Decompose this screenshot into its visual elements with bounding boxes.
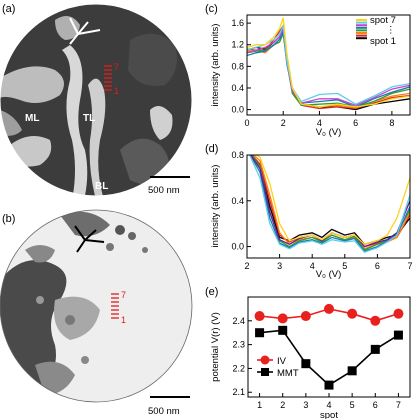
y-tick-label: 0.4 [231, 83, 244, 93]
data-point-MMT-3 [301, 359, 311, 369]
panel-a: 7 1 ML TL BL (a) 500 nm [0, 3, 193, 197]
legend-label-top: spot 7 [370, 15, 396, 26]
x-tick-label: 6 [373, 400, 378, 410]
spot-label-bottom: 1 [114, 86, 119, 96]
scale-label-a: 500 nm [148, 185, 180, 196]
x-tick-label: 1 [257, 400, 262, 410]
panel-letter: (d) [205, 143, 218, 155]
data-point-IV-3 [300, 311, 311, 322]
arrows-icon [74, 225, 105, 253]
legend-label-MMT: MMT [277, 368, 299, 379]
panel-letter-a: (a) [2, 3, 15, 15]
x-tick-label: 2 [281, 118, 286, 128]
region-label-tl: TL [83, 113, 95, 124]
y-axis-label: intensity (arb. units) [210, 165, 221, 248]
plot-frame [246, 14, 411, 116]
y-tick-label: 0.8 [231, 150, 244, 160]
panel-b: 7 1 (b) 500 nm [0, 209, 193, 417]
x-tick-label: 5 [342, 261, 347, 271]
x-tick-label: 8 [389, 118, 394, 128]
x-tick-label: 0 [244, 118, 249, 128]
data-point-MMT-2 [278, 325, 288, 335]
scale-label-b: 500 nm [148, 406, 180, 417]
spot-label-top: 7 [121, 290, 126, 300]
data-point-MMT-7 [393, 330, 403, 340]
arrows-icon [69, 17, 101, 45]
x-tick-label: 2 [280, 400, 285, 410]
data-point-IV-6 [370, 315, 381, 326]
y-tick-label: 0.4 [231, 196, 244, 206]
y-axis-label: potential V(r) (V) [210, 312, 221, 382]
y-axis-label: intensity (arb. units) [210, 24, 221, 107]
y-tick-label: 1.2 [231, 40, 244, 50]
x-tick-label: 3 [303, 400, 308, 410]
data-point-MMT-4 [324, 380, 334, 390]
x-tick-label: 4 [310, 261, 315, 271]
y-tick-label: 2.2 [232, 363, 245, 373]
data-point-IV-5 [347, 308, 358, 319]
spot-markers-b [111, 293, 119, 319]
y-tick-label: 2.3 [232, 340, 245, 350]
series-group [247, 17, 410, 111]
data-point-MMT-1 [255, 328, 265, 338]
y-tick-label: 2.4 [232, 316, 245, 326]
x-tick-label: 6 [353, 118, 358, 128]
x-tick-label: 4 [317, 118, 322, 128]
x-tick-label: 3 [277, 261, 282, 271]
data-point-IV-7 [393, 308, 404, 319]
series-group [254, 303, 404, 390]
panel-letter: (c) [205, 3, 218, 15]
legend-marker-MMT [261, 368, 269, 376]
leem-image-a [0, 4, 192, 196]
x-axis-label: V₀ (V) [316, 269, 342, 280]
data-point-IV-2 [277, 313, 288, 324]
x-tick-label: 4 [326, 400, 331, 410]
data-point-IV-4 [324, 303, 334, 314]
legend-label-IV: IV [277, 356, 287, 367]
panel-letter-b: (b) [2, 213, 15, 225]
chart-panel-e: (e) 1 2 3 4 5 6 7 2.1 2.2 2.3 2.4 spot potential V(r)… [205, 286, 411, 419]
region-label-ml: ML [25, 113, 39, 124]
legend-marker-IV [260, 355, 270, 365]
x-tick-label: 7 [396, 400, 401, 410]
data-point-MMT-5 [347, 366, 357, 376]
spot-label-bottom: 1 [121, 315, 126, 325]
x-tick-label: 6 [375, 261, 380, 271]
data-point-MMT-6 [370, 344, 380, 354]
plot-frame [246, 154, 411, 259]
y-tick-label: 1.6 [231, 18, 244, 28]
series-line-8 [255, 155, 410, 246]
series-group [248, 155, 410, 254]
legend-label-bottom: spot 1 [370, 36, 396, 47]
series-line-3 [252, 155, 410, 250]
series-line-6 [247, 26, 410, 106]
y-tick-label: 2.1 [232, 387, 245, 397]
series-line-5 [249, 155, 410, 252]
series-line-1 [250, 155, 410, 246]
chart-panel-d: (d) 2 3 4 5 6 7 0.0 0.4 0.8 V₀ (V) intensity (arb. … [205, 143, 413, 280]
spot-markers-a [104, 65, 112, 91]
panel-letter: (e) [205, 286, 218, 298]
x-axis-label: spot [320, 410, 338, 419]
y-tick-label: 0.8 [231, 61, 244, 71]
region-label-bl: BL [95, 181, 108, 192]
leem-image-b [0, 210, 192, 402]
x-tick-label: 2 [244, 261, 249, 271]
x-tick-label: 7 [407, 261, 412, 271]
series-line-8 [247, 17, 410, 108]
chart-panel-c: (c) 0 2 4 6 8 0.0 0.4 0.8 1.2 1.6 V₀ (V) intensity (… [205, 3, 411, 138]
x-tick-label: 5 [350, 400, 355, 410]
legend-ellipsis: ⋮ [386, 25, 396, 36]
data-point-IV-1 [254, 311, 265, 322]
spot-label-top: 7 [114, 62, 119, 72]
y-tick-label: 0.0 [231, 105, 244, 115]
series-line-7 [248, 155, 410, 254]
y-tick-label: 0.0 [231, 242, 244, 252]
x-axis-label: V₀ (V) [316, 127, 342, 138]
